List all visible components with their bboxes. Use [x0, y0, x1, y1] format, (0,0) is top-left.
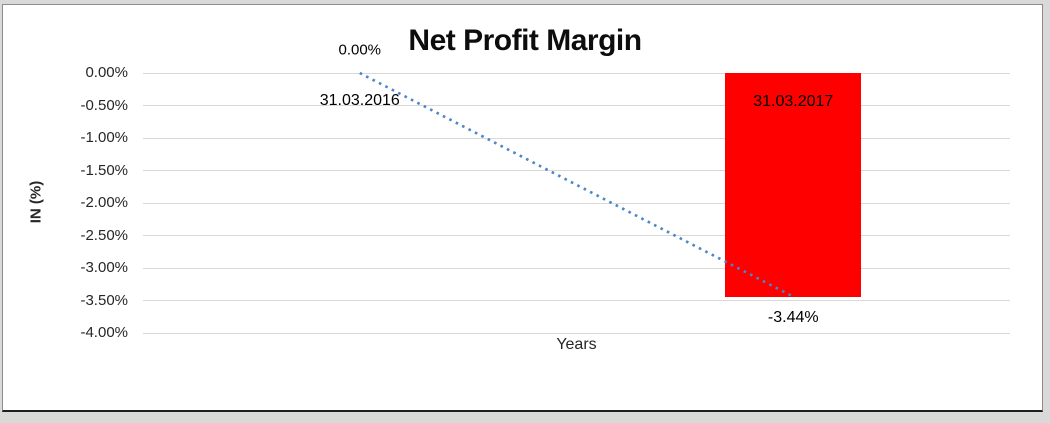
- gridline: [143, 235, 1010, 236]
- y-tick-label: -3.50%: [80, 291, 128, 309]
- x-axis-title: Years: [556, 336, 597, 353]
- gridline: [143, 105, 1010, 106]
- gridline: [143, 300, 1010, 301]
- value-label-31.03.2017: -3.44%: [767, 308, 819, 326]
- y-tick-label: 0.00%: [85, 64, 128, 81]
- gridline: [143, 72, 1010, 74]
- y-tick-label: -1.50%: [80, 161, 128, 179]
- y-tick-label: -0.50%: [80, 96, 128, 114]
- y-tick-label: -1.00%: [80, 129, 128, 146]
- gridline: [143, 137, 1010, 139]
- gridline: [143, 267, 1010, 269]
- category-label-31.03.2016: 31.03.2016: [319, 92, 400, 109]
- y-tick-label: -4.00%: [80, 324, 128, 341]
- value-label-31.03.2016: 0.00%: [338, 41, 382, 59]
- y-tick-label: -2.50%: [80, 226, 128, 244]
- y-tick-label: -2.00%: [80, 194, 128, 211]
- gridline: [143, 202, 1010, 204]
- y-tick-label: -3.00%: [80, 259, 128, 276]
- chart-title: Net Profit Margin: [408, 24, 642, 57]
- gridline: [143, 170, 1010, 171]
- gridline: [143, 332, 1010, 334]
- category-label-31.03.2017: 31.03.2017: [753, 93, 834, 110]
